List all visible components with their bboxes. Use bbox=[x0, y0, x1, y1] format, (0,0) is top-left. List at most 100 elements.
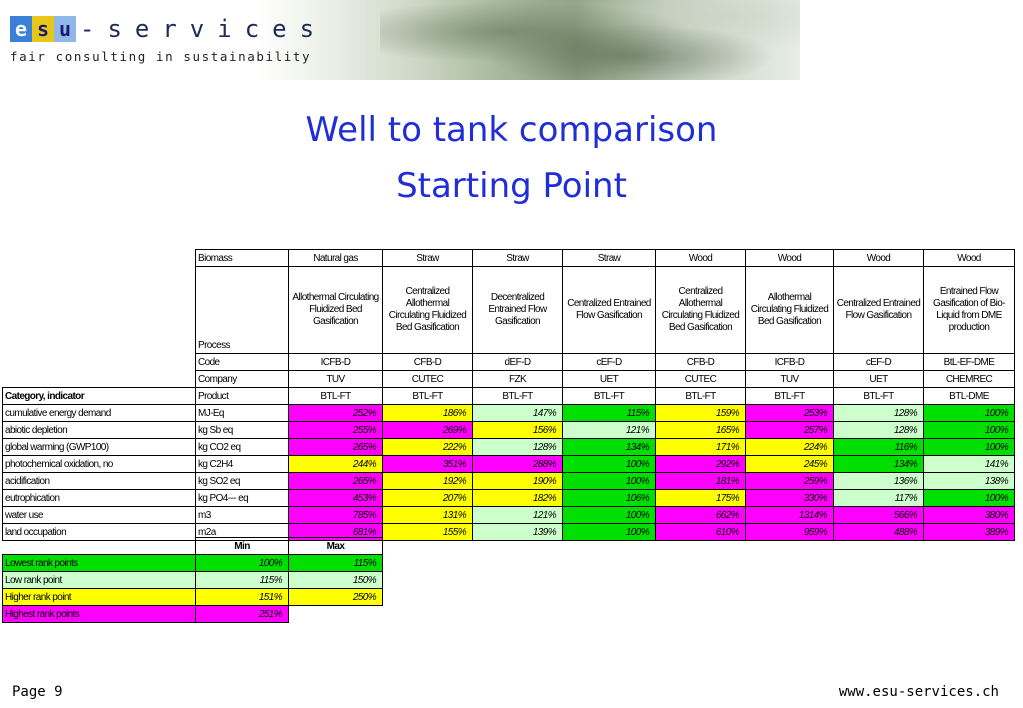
product-value: BTL-FT bbox=[562, 387, 656, 405]
indicator-value: 182% bbox=[472, 489, 563, 507]
header-value: Allothermal Circulating Fluidized Bed Ga… bbox=[745, 266, 834, 354]
indicator-row: acidification kg SO2 eq 265% 192% 190% 100% 18… bbox=[2, 472, 1015, 490]
empty-cell bbox=[3, 250, 196, 267]
indicator-label: eutrophication bbox=[2, 489, 196, 507]
indicator-value: 252% bbox=[288, 404, 383, 422]
header-value: Allothermal Circulating Fluidized Bed Ga… bbox=[288, 266, 383, 354]
indicator-row: photochemical oxidation, no kg C2H4 244% 35… bbox=[2, 455, 1015, 473]
header-value: Centralized Allothermal Circulating Flui… bbox=[382, 266, 473, 354]
banner-photo bbox=[380, 0, 800, 80]
header-value: UET bbox=[833, 370, 924, 388]
header-value: ICFB-D bbox=[745, 353, 834, 371]
indicator-value: 100% bbox=[923, 421, 1015, 439]
header-value: Decentralized Entrained Flow Gasificatio… bbox=[472, 266, 563, 354]
indicator-value: 288% bbox=[472, 455, 563, 473]
header-value: Wood bbox=[923, 249, 1015, 267]
product-label: Product bbox=[195, 387, 289, 405]
indicator-value: 1314% bbox=[745, 506, 834, 524]
indicator-value: 785% bbox=[288, 506, 383, 524]
header-value: Wood bbox=[745, 249, 834, 267]
indicator-label: global warming (GWP100) bbox=[2, 438, 196, 456]
category-header-row: Category, indicator Product BTL-FT BTL-FT BT… bbox=[2, 387, 1015, 405]
product-value: BTL-FT bbox=[833, 387, 924, 405]
indicator-value: 257% bbox=[745, 421, 834, 439]
header-value: TUV bbox=[288, 370, 383, 388]
header-value: CUTEC bbox=[382, 370, 473, 388]
logo-letter-u: u bbox=[54, 16, 76, 42]
legend-min: 100% bbox=[195, 554, 289, 572]
header-value: TUV bbox=[745, 370, 834, 388]
header-row: Process Allothermal Circulating Fluidized… bbox=[3, 266, 1015, 354]
indicator-row: eutrophication kg PO4--- eq 453% 207% 182% 10… bbox=[2, 489, 1015, 507]
indicator-label: abiotic depletion bbox=[2, 421, 196, 439]
indicator-value: 165% bbox=[655, 421, 746, 439]
indicator-value: 259% bbox=[745, 472, 834, 490]
header-label: Code bbox=[195, 353, 289, 371]
indicator-value: 662% bbox=[655, 506, 746, 524]
header-value: dEF-D bbox=[472, 353, 563, 371]
indicator-value: 121% bbox=[472, 506, 563, 524]
legend-min: 115% bbox=[195, 571, 289, 589]
header-value: FZK bbox=[472, 370, 563, 388]
logo-letter-s: s bbox=[32, 16, 54, 42]
legend-row: Lowest rank points 100% 115% bbox=[2, 554, 383, 572]
header-label: Company bbox=[195, 370, 289, 388]
indicator-value: 131% bbox=[382, 506, 473, 524]
indicator-value: 389% bbox=[923, 523, 1015, 541]
indicator-value: 330% bbox=[745, 489, 834, 507]
indicator-value: 175% bbox=[655, 489, 746, 507]
header-value: Wood bbox=[655, 249, 746, 267]
empty-cell bbox=[289, 606, 383, 623]
header-value: cEF-D bbox=[562, 353, 656, 371]
header-value: Centralized Entrained Flow Gasification bbox=[833, 266, 924, 354]
indicator-unit: kg CO2 eq bbox=[195, 438, 289, 456]
indicator-value: 100% bbox=[562, 523, 656, 541]
indicator-value: 100% bbox=[562, 455, 656, 473]
indicator-value: 138% bbox=[923, 472, 1015, 490]
slide-subtitle: Starting Point bbox=[396, 166, 627, 206]
indicator-value: 117% bbox=[833, 489, 924, 507]
header-banner: e s u -services fair consulting in susta… bbox=[0, 0, 800, 80]
esu-logo: e s u -services bbox=[10, 14, 327, 44]
indicator-value: 121% bbox=[562, 421, 656, 439]
header-value: Straw bbox=[382, 249, 473, 267]
slide-title: Well to tank comparison bbox=[305, 110, 718, 150]
logo-letter-e: e bbox=[10, 16, 32, 42]
legend-max: 150% bbox=[288, 571, 383, 589]
header-value: Centralized Entrained Flow Gasification bbox=[562, 266, 656, 354]
legend-label: Lowest rank points bbox=[2, 554, 196, 572]
indicator-value: 244% bbox=[288, 455, 383, 473]
indicator-value: 681% bbox=[288, 523, 383, 541]
legend-label: Higher rank point bbox=[2, 588, 196, 606]
indicator-label: water use bbox=[2, 506, 196, 524]
empty-cell bbox=[3, 267, 196, 354]
indicator-value: 253% bbox=[745, 404, 834, 422]
legend-header-min: Min bbox=[195, 537, 289, 555]
indicator-row: global warming (GWP100) kg CO2 eq 265% 222%… bbox=[2, 438, 1015, 456]
indicator-value: 265% bbox=[288, 438, 383, 456]
header-value: Natural gas bbox=[288, 249, 383, 267]
legend-row: Low rank point 115% 150% bbox=[2, 571, 383, 589]
comparison-table: Biomass Natural gas Straw Straw Straw Wood Woo… bbox=[2, 249, 1015, 541]
indicator-value: 192% bbox=[382, 472, 473, 490]
indicator-value: 171% bbox=[655, 438, 746, 456]
indicator-value: 488% bbox=[833, 523, 924, 541]
header-value: UET bbox=[562, 370, 656, 388]
indicator-value: 190% bbox=[472, 472, 563, 490]
product-value: BTL-DME bbox=[923, 387, 1015, 405]
indicator-value: 265% bbox=[288, 472, 383, 490]
empty-cell bbox=[3, 354, 196, 371]
indicator-value: 134% bbox=[833, 455, 924, 473]
indicator-value: 959% bbox=[745, 523, 834, 541]
header-value: CHEMREC bbox=[923, 370, 1015, 388]
indicator-value: 156% bbox=[472, 421, 563, 439]
indicator-value: 181% bbox=[655, 472, 746, 490]
empty-cell bbox=[3, 371, 196, 388]
indicator-value: 453% bbox=[288, 489, 383, 507]
indicator-value: 100% bbox=[923, 438, 1015, 456]
header-row: Biomass Natural gas Straw Straw Straw Wood Woo… bbox=[3, 249, 1015, 267]
indicator-value: 134% bbox=[562, 438, 656, 456]
product-value: BTL-FT bbox=[655, 387, 746, 405]
indicator-value: 566% bbox=[833, 506, 924, 524]
page-number: Page 9 bbox=[12, 684, 63, 700]
